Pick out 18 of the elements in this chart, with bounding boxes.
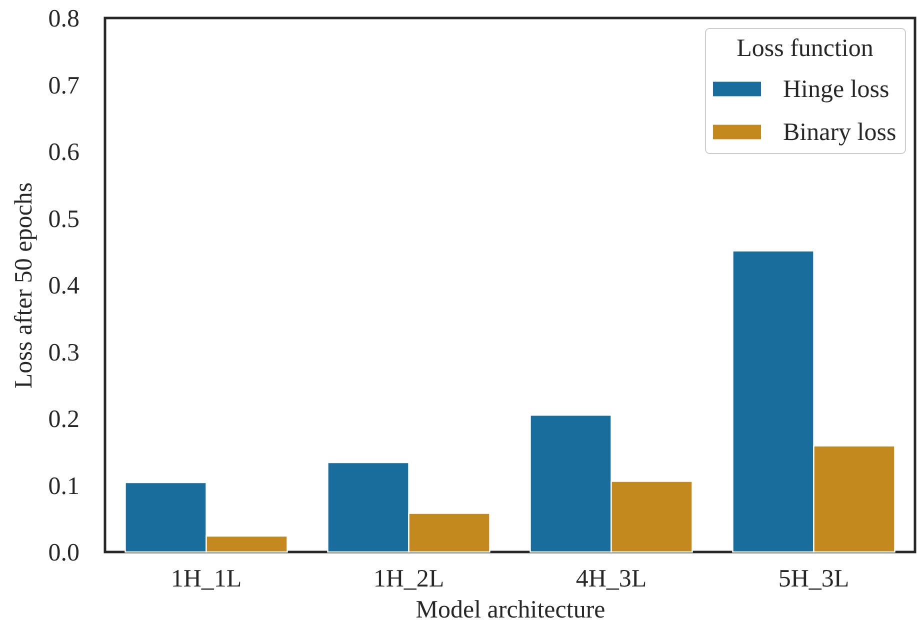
y-tick-label: 0.4 [48, 272, 80, 300]
y-tick-label: 0.2 [48, 406, 80, 433]
y-tick-label: 0.7 [48, 72, 80, 100]
legend-label: Hinge loss [783, 76, 890, 103]
x-axis-title: Model architecture [416, 596, 606, 624]
x-tick-label: 5H_3L [778, 566, 850, 592]
legend-title: Loss function [736, 35, 874, 62]
y-tick-label: 0.0 [48, 540, 80, 566]
legend-label: Binary loss [783, 119, 896, 146]
y-tick-label: 0.5 [48, 206, 80, 233]
x-tick-label: 4H_3L [576, 566, 647, 592]
y-tick-label: 0.8 [48, 6, 80, 32]
y-tick-label: 0.1 [48, 472, 80, 500]
y-axis-title: Loss after 50 epochs [10, 182, 38, 389]
x-tick-label: 1H_1L [170, 566, 242, 592]
y-tick-label: 0.3 [48, 339, 80, 366]
y-tick-label: 0.6 [48, 139, 80, 166]
x-tick-label: 1H_2L [373, 566, 444, 592]
